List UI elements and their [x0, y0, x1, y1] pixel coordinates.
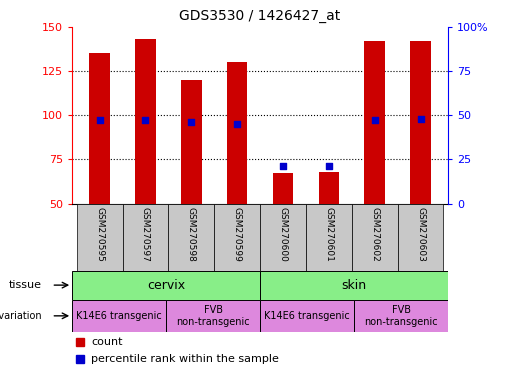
Text: GSM270598: GSM270598	[187, 207, 196, 262]
Bar	[72, 271, 260, 300]
Bar	[260, 300, 354, 332]
Bar	[398, 204, 443, 271]
Bar	[306, 204, 352, 271]
Text: K14E6 transgenic: K14E6 transgenic	[264, 311, 350, 321]
Bar	[272, 174, 294, 204]
Bar	[72, 300, 166, 332]
Text: FVB
non-transgenic: FVB non-transgenic	[364, 305, 438, 327]
Point	[371, 118, 379, 124]
Text: tissue: tissue	[9, 280, 42, 290]
Bar	[410, 41, 431, 204]
Text: GSM270600: GSM270600	[279, 207, 287, 262]
Bar	[227, 62, 248, 204]
Bar	[354, 300, 448, 332]
Text: GSM270599: GSM270599	[233, 207, 242, 262]
Text: cervix: cervix	[147, 279, 185, 291]
Bar	[166, 300, 260, 332]
Point	[325, 163, 333, 169]
Bar	[352, 204, 398, 271]
Bar	[168, 204, 214, 271]
Bar	[260, 271, 448, 300]
Text: GSM270602: GSM270602	[370, 207, 379, 262]
Text: GSM270595: GSM270595	[95, 207, 104, 262]
Text: FVB
non-transgenic: FVB non-transgenic	[176, 305, 250, 327]
Bar	[123, 204, 168, 271]
Point	[95, 118, 104, 124]
Point	[141, 118, 149, 124]
Point	[279, 163, 287, 169]
Bar	[135, 39, 156, 204]
Text: skin: skin	[341, 279, 367, 291]
Bar	[214, 204, 260, 271]
Bar	[260, 204, 306, 271]
Bar	[365, 41, 385, 204]
Text: percentile rank within the sample: percentile rank within the sample	[91, 354, 279, 364]
Point	[187, 119, 195, 125]
Bar	[77, 204, 123, 271]
Text: K14E6 transgenic: K14E6 transgenic	[76, 311, 162, 321]
Text: GSM270603: GSM270603	[416, 207, 425, 262]
Point	[233, 121, 241, 127]
Bar	[89, 53, 110, 204]
Point	[417, 116, 425, 122]
Bar	[319, 172, 339, 204]
Title: GDS3530 / 1426427_at: GDS3530 / 1426427_at	[179, 9, 341, 23]
Bar	[181, 80, 201, 204]
Text: GSM270597: GSM270597	[141, 207, 150, 262]
Text: GSM270601: GSM270601	[324, 207, 333, 262]
Text: count: count	[91, 337, 123, 347]
Text: genotype/variation: genotype/variation	[0, 311, 42, 321]
